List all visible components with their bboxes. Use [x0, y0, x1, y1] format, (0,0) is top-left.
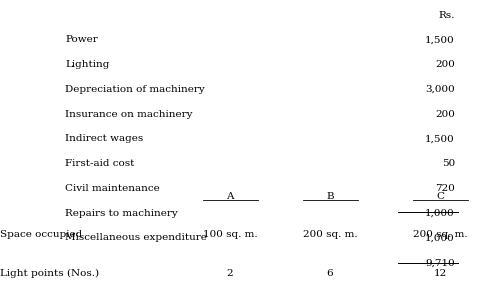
- Text: A: A: [226, 192, 234, 201]
- Text: 1,500: 1,500: [425, 35, 455, 44]
- Text: 3,000: 3,000: [425, 85, 455, 94]
- Text: Depreciation of machinery: Depreciation of machinery: [65, 85, 205, 94]
- Text: Civil maintenance: Civil maintenance: [65, 184, 160, 193]
- Text: 100 sq. m.: 100 sq. m.: [202, 230, 258, 239]
- Text: Lighting: Lighting: [65, 60, 110, 69]
- Text: 720: 720: [435, 184, 455, 193]
- Text: 200 sq. m.: 200 sq. m.: [412, 230, 468, 239]
- Text: 9,710: 9,710: [425, 258, 455, 267]
- Text: 1,000: 1,000: [425, 233, 455, 243]
- Text: First-aid cost: First-aid cost: [65, 159, 134, 168]
- Text: 200: 200: [435, 110, 455, 119]
- Text: 50: 50: [442, 159, 455, 168]
- Text: 6: 6: [326, 269, 334, 278]
- Text: Rs.: Rs.: [438, 11, 455, 20]
- Text: Light points (Nos.): Light points (Nos.): [0, 269, 99, 278]
- Text: Repairs to machinery: Repairs to machinery: [65, 209, 178, 218]
- Text: Insurance on machinery: Insurance on machinery: [65, 110, 192, 119]
- Text: 200: 200: [435, 60, 455, 69]
- Text: 1,000: 1,000: [425, 209, 455, 218]
- Text: Indirect wages: Indirect wages: [65, 134, 144, 143]
- Text: Power: Power: [65, 35, 98, 44]
- Text: 12: 12: [434, 269, 446, 278]
- Text: 2: 2: [226, 269, 234, 278]
- Text: C: C: [436, 192, 444, 201]
- Text: B: B: [326, 192, 334, 201]
- Text: Space occupied: Space occupied: [0, 230, 82, 239]
- Text: Miscellaneous expenditure: Miscellaneous expenditure: [65, 233, 207, 243]
- Text: 200 sq. m.: 200 sq. m.: [302, 230, 358, 239]
- Text: 1,500: 1,500: [425, 134, 455, 143]
